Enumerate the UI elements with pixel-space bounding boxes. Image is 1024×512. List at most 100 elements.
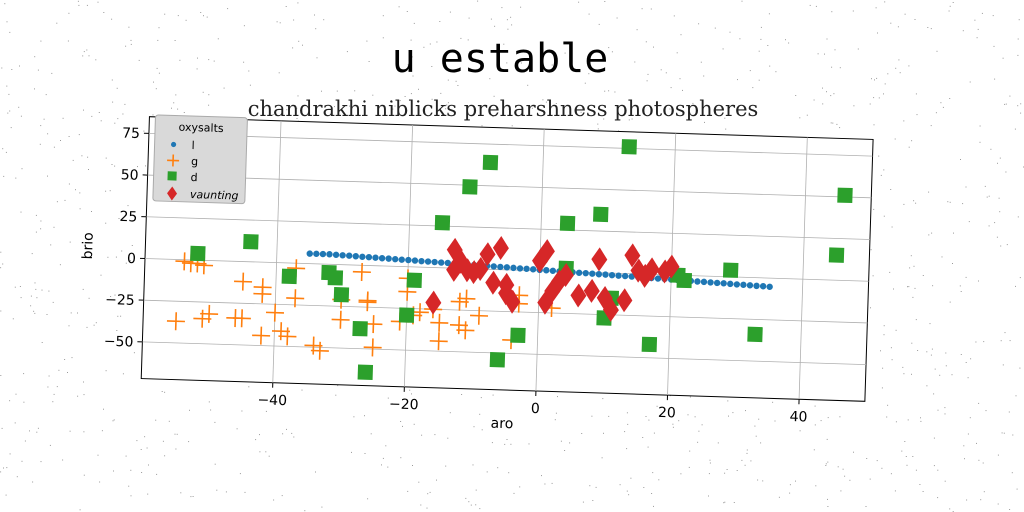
speckle-dot xyxy=(698,430,700,432)
speckle-dot xyxy=(138,59,140,61)
speckle-dot xyxy=(746,449,748,451)
point-l xyxy=(431,258,438,266)
speckle-dot xyxy=(210,409,212,411)
speckle-dot xyxy=(321,506,323,508)
speckle-dot xyxy=(733,502,735,503)
speckle-dot xyxy=(489,78,491,80)
speckle-dot xyxy=(626,412,628,414)
speckle-dot xyxy=(286,428,287,430)
speckle-dot xyxy=(778,496,780,498)
point-vaunting xyxy=(596,285,613,310)
point-l xyxy=(608,271,616,279)
speckle-dot xyxy=(944,407,946,409)
speckle-dot xyxy=(129,260,131,262)
speckle-dot xyxy=(827,506,829,507)
speckle-dot xyxy=(35,288,37,290)
speckle-dot xyxy=(75,189,76,191)
speckle-dot xyxy=(511,24,513,26)
speckle-dot xyxy=(883,334,885,336)
speckle-dot xyxy=(560,440,562,442)
speckle-dot xyxy=(692,102,694,104)
speckle-dot xyxy=(447,437,449,439)
speckle-dot xyxy=(1017,54,1019,56)
speckle-dot xyxy=(36,297,38,299)
speckle-dot xyxy=(410,39,412,41)
speckle-dot xyxy=(964,458,965,460)
speckle-dot xyxy=(259,451,261,453)
speckle-dot xyxy=(871,78,872,80)
speckle-dot xyxy=(698,23,700,25)
chart-subtitle: chandrakhi niblicks preharshness photosp… xyxy=(248,97,759,121)
speckle-dot xyxy=(908,65,910,67)
speckle-dot xyxy=(23,401,25,403)
speckle-dot xyxy=(107,256,109,258)
speckle-dot xyxy=(652,472,654,474)
point-vaunting xyxy=(479,242,496,267)
speckle-dot xyxy=(152,114,154,116)
point-l xyxy=(733,281,741,288)
speckle-dot xyxy=(349,105,351,107)
speckle-dot xyxy=(825,463,827,465)
speckle-dot xyxy=(930,28,932,30)
speckle-dot xyxy=(77,0,79,2)
speckle-dot xyxy=(491,442,493,444)
speckle-dot xyxy=(890,473,892,475)
speckle-dot xyxy=(915,93,917,95)
speckle-dot xyxy=(30,305,32,307)
speckle-dot xyxy=(392,108,394,110)
point-vaunting xyxy=(583,278,600,303)
speckle-dot xyxy=(281,495,283,497)
speckle-dot xyxy=(760,26,762,28)
speckle-dot xyxy=(449,412,451,414)
speckle-dot xyxy=(508,108,510,110)
speckle-dot xyxy=(282,433,284,435)
speckle-dot xyxy=(966,499,968,501)
speckle-dot xyxy=(814,424,816,426)
legend-label-l: l xyxy=(191,139,194,152)
speckle-dot xyxy=(323,19,325,21)
speckle-dot xyxy=(155,88,157,90)
y-axis-ticks: 75 50 25 0 −25 −50 xyxy=(104,126,149,351)
speckle-dot xyxy=(682,89,683,91)
speckle-dot xyxy=(426,507,428,509)
speckle-dot xyxy=(100,120,102,122)
speckle-dot xyxy=(95,322,97,324)
speckle-dot xyxy=(69,430,71,432)
speckle-dot xyxy=(259,434,260,436)
speckle-dot xyxy=(440,92,442,94)
speckle-dot xyxy=(449,11,451,13)
speckle-dot xyxy=(14,286,16,288)
point-l xyxy=(621,272,629,280)
speckle-dot xyxy=(60,140,61,141)
speckle-dot xyxy=(86,4,88,6)
speckle-dot xyxy=(79,208,81,210)
speckle-dot xyxy=(1019,277,1021,279)
speckle-dot xyxy=(164,391,166,393)
speckle-dot xyxy=(109,190,111,192)
speckle-dot xyxy=(439,21,441,22)
speckle-dot xyxy=(412,465,413,466)
speckle-dot xyxy=(519,486,521,488)
speckle-dot xyxy=(893,288,894,290)
speckle-dot xyxy=(285,6,287,7)
speckle-dot xyxy=(337,385,339,387)
speckle-dot xyxy=(120,315,122,317)
speckle-dot xyxy=(354,90,356,92)
speckle-dot xyxy=(903,373,905,375)
speckle-dot xyxy=(894,138,896,140)
speckle-dot xyxy=(723,502,725,504)
speckle-dot xyxy=(750,460,752,462)
speckle-dot xyxy=(839,67,841,69)
speckle-dot xyxy=(208,104,210,106)
speckle-dot xyxy=(504,443,506,445)
speckle-dot xyxy=(826,38,828,40)
speckle-dot xyxy=(513,492,515,494)
speckle-dot xyxy=(382,457,384,459)
speckle-dot xyxy=(827,461,829,463)
speckle-dot xyxy=(997,162,998,164)
point-d xyxy=(190,245,206,262)
speckle-dot xyxy=(916,114,918,116)
speckle-dot xyxy=(50,244,52,246)
speckle-dot xyxy=(883,325,885,327)
point-vaunting xyxy=(602,297,619,322)
